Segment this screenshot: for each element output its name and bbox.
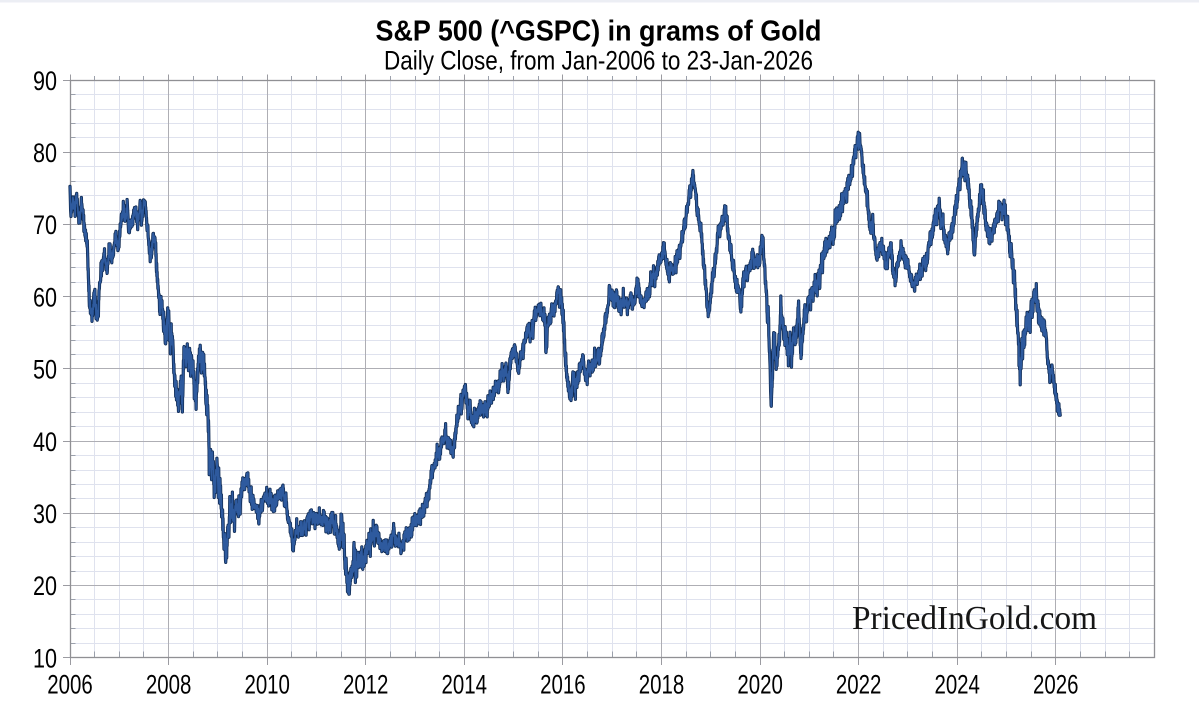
svg-text:2022: 2022 <box>836 670 882 700</box>
svg-text:90: 90 <box>33 66 57 96</box>
svg-text:30: 30 <box>33 499 57 529</box>
svg-text:10: 10 <box>33 643 57 673</box>
svg-text:2014: 2014 <box>442 670 488 700</box>
svg-text:2026: 2026 <box>1033 670 1079 700</box>
svg-text:50: 50 <box>33 355 57 385</box>
svg-text:70: 70 <box>33 210 57 240</box>
svg-text:S&P 500 (^GSPC) in grams of Go: S&P 500 (^GSPC) in grams of Gold <box>376 16 822 48</box>
svg-text:20: 20 <box>33 571 57 601</box>
svg-text:2006: 2006 <box>47 670 93 700</box>
svg-text:80: 80 <box>33 138 57 168</box>
svg-text:PricedInGold.com: PricedInGold.com <box>852 600 1097 637</box>
svg-text:2016: 2016 <box>540 670 586 700</box>
svg-text:2010: 2010 <box>244 670 290 700</box>
svg-text:2012: 2012 <box>343 670 389 700</box>
svg-text:2018: 2018 <box>639 670 685 700</box>
svg-text:2020: 2020 <box>737 670 783 700</box>
svg-text:Daily Close, from Jan-2006 to: Daily Close, from Jan-2006 to 23-Jan-202… <box>384 46 813 76</box>
svg-text:2024: 2024 <box>934 670 980 700</box>
svg-text:60: 60 <box>33 282 57 312</box>
svg-text:2008: 2008 <box>146 670 192 700</box>
svg-text:40: 40 <box>33 427 57 457</box>
